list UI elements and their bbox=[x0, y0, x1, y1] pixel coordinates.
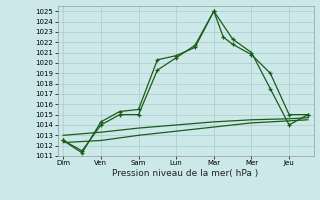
X-axis label: Pression niveau de la mer( hPa ): Pression niveau de la mer( hPa ) bbox=[112, 169, 259, 178]
